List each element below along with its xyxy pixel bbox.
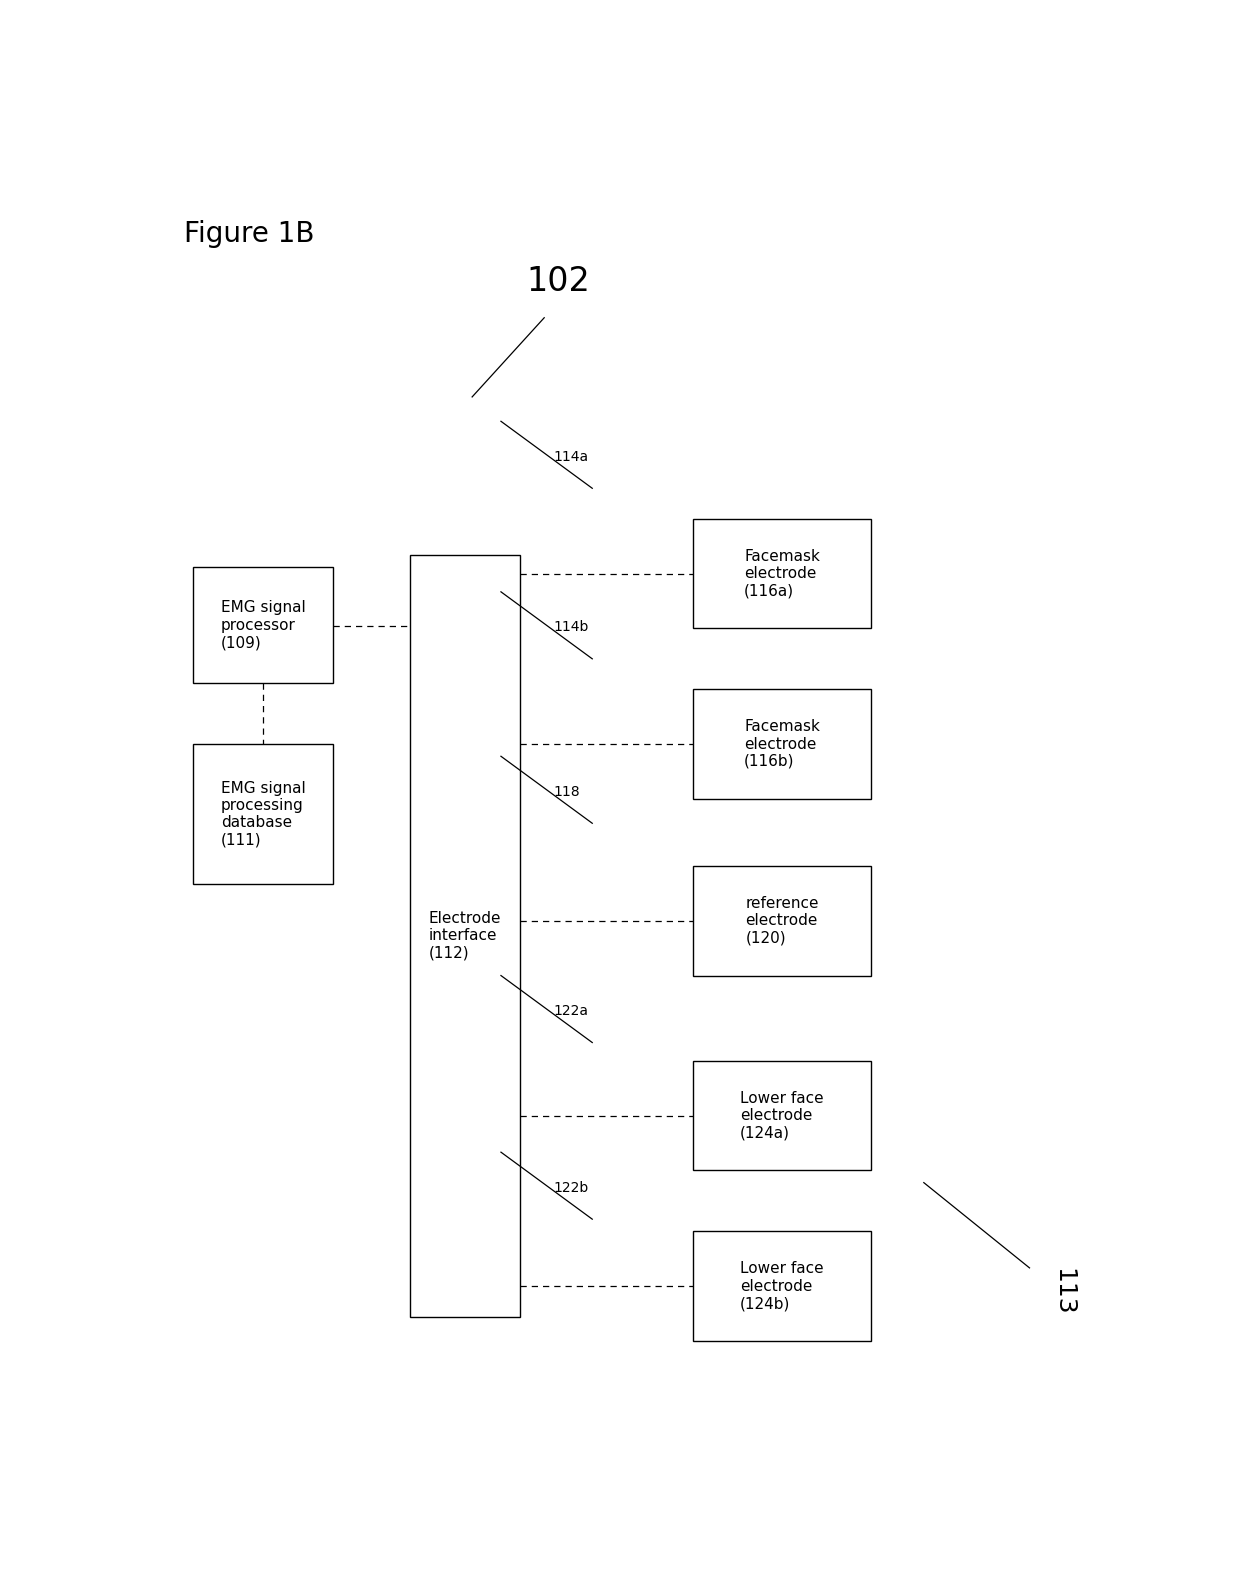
Text: EMG signal
processor
(109): EMG signal processor (109) [221, 601, 305, 650]
Text: 113: 113 [1052, 1269, 1075, 1316]
Text: 102: 102 [527, 264, 590, 297]
Bar [193, 568, 332, 683]
Text: Lower face
electrode
(124a): Lower face electrode (124a) [740, 1090, 823, 1141]
Text: reference
electrode
(120): reference electrode (120) [745, 895, 818, 946]
Text: Lower face
electrode
(124b): Lower face electrode (124b) [740, 1261, 823, 1311]
Text: EMG signal
processing
database
(111): EMG signal processing database (111) [221, 780, 305, 848]
Text: 114b: 114b [554, 620, 589, 634]
Bar [693, 865, 870, 976]
Bar [693, 519, 870, 628]
Text: Facemask
electrode
(116b): Facemask electrode (116b) [744, 720, 820, 769]
Text: Electrode
interface
(112): Electrode interface (112) [429, 911, 501, 960]
Text: Facemask
electrode
(116a): Facemask electrode (116a) [744, 549, 820, 598]
Text: 118: 118 [554, 785, 580, 799]
Bar [693, 1231, 870, 1342]
Text: 122b: 122b [554, 1180, 589, 1194]
Bar [409, 555, 521, 1316]
Text: Figure 1B: Figure 1B [184, 220, 314, 248]
Bar [193, 744, 332, 884]
Bar [693, 1062, 870, 1171]
Bar [693, 690, 870, 799]
Text: 122a: 122a [554, 1005, 589, 1019]
Text: 114a: 114a [554, 449, 589, 464]
